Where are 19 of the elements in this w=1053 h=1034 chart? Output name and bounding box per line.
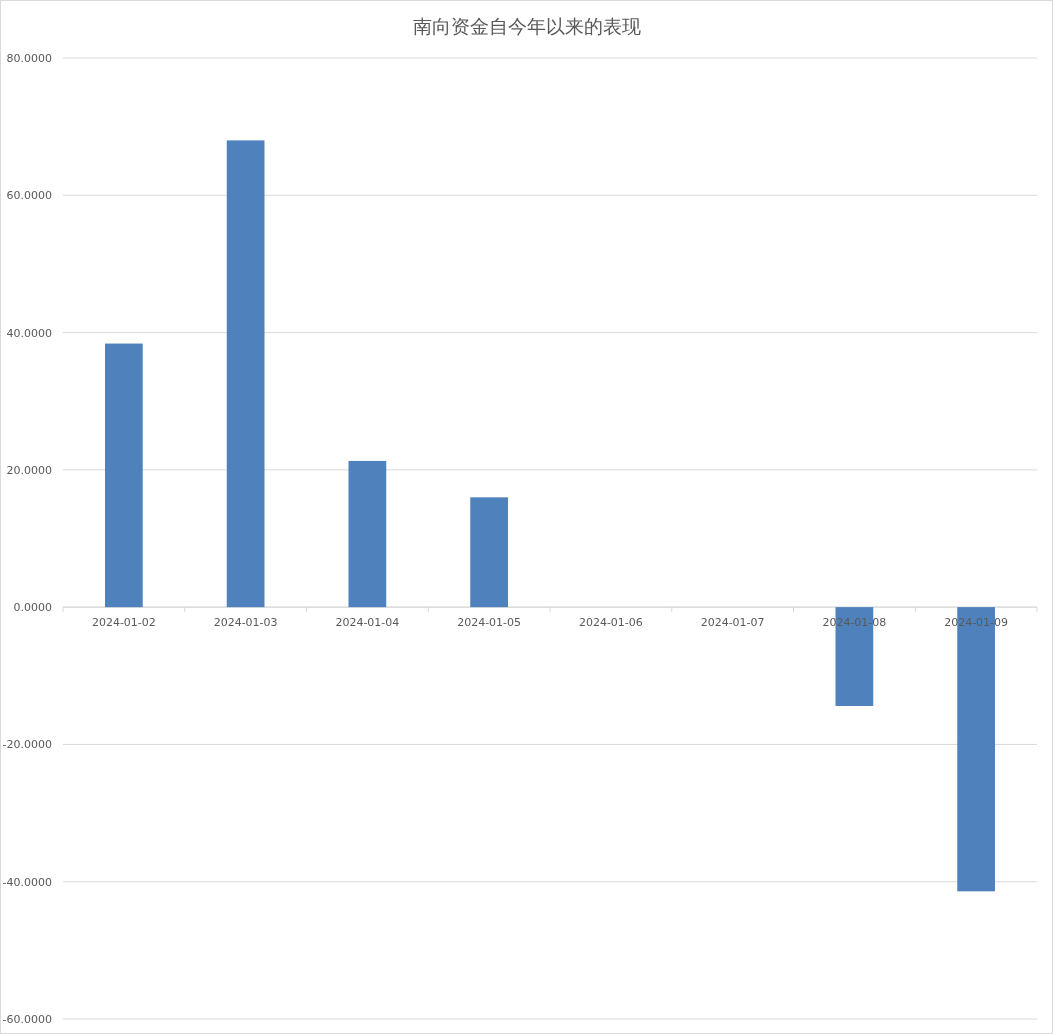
bar xyxy=(470,497,508,608)
y-tick-label: 40.0000 xyxy=(6,326,52,340)
y-tick-label: 20.0000 xyxy=(6,463,52,477)
y-tick-label: -60.0000 xyxy=(2,1013,52,1026)
y-tick-label: 0.0000 xyxy=(13,601,52,615)
y-tick-label: -40.0000 xyxy=(2,875,52,889)
chart-title: 南向资金自今年以来的表现 xyxy=(413,15,641,37)
x-tick-label: 2024-01-05 xyxy=(457,616,522,630)
x-tick-label: 2024-01-07 xyxy=(700,616,765,630)
y-tick-label: -20.0000 xyxy=(2,738,52,752)
y-tick-label: 80.0000 xyxy=(6,52,52,65)
x-tick-label: 2024-01-03 xyxy=(213,616,278,630)
bar xyxy=(348,460,387,608)
y-tick-label: 60.0000 xyxy=(6,189,52,203)
bar xyxy=(226,140,265,608)
x-tick-label: 2024-01-04 xyxy=(335,616,400,630)
x-tick-label: 2024-01-06 xyxy=(578,616,643,630)
x-tick-label: 2024-01-02 xyxy=(91,616,156,630)
bar xyxy=(105,343,143,608)
